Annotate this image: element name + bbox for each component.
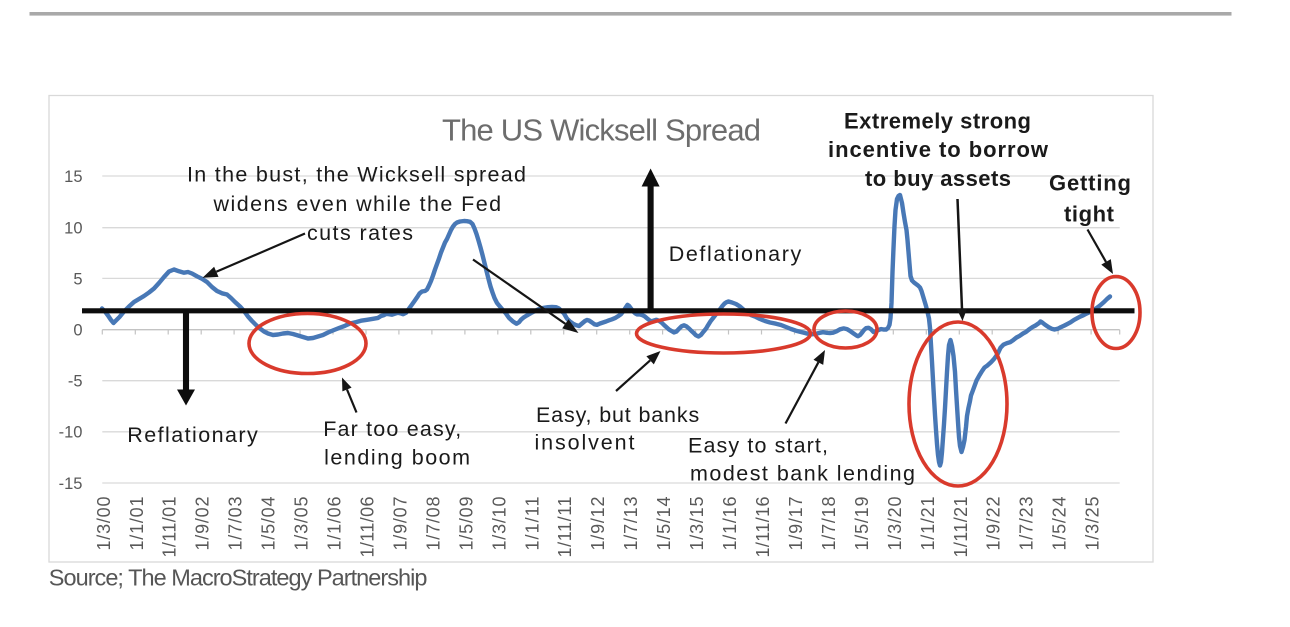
svg-text:1/1/21: 1/1/21: [918, 497, 938, 551]
svg-text:1/5/14: 1/5/14: [654, 497, 674, 551]
svg-text:1/7/23: 1/7/23: [1017, 497, 1037, 551]
svg-text:Easy to start,: Easy to start,: [688, 434, 828, 458]
svg-text:Easy, but banks: Easy, but banks: [536, 403, 699, 427]
svg-text:1/7/18: 1/7/18: [819, 497, 839, 551]
svg-text:In the bust, the Wicksell spre: In the bust, the Wicksell spread: [187, 163, 526, 187]
svg-text:15: 15: [64, 168, 82, 186]
svg-text:1/1/06: 1/1/06: [325, 497, 345, 551]
svg-text:Reflationary: Reflationary: [127, 423, 258, 447]
svg-text:1/9/22: 1/9/22: [984, 497, 1004, 551]
svg-text:1/3/20: 1/3/20: [885, 497, 905, 551]
svg-text:widens even while the Fed: widens even while the Fed: [213, 192, 502, 216]
svg-text:1/9/02: 1/9/02: [193, 497, 213, 551]
svg-text:cuts rates: cuts rates: [307, 221, 413, 245]
svg-text:1/11/11: 1/11/11: [555, 497, 575, 558]
svg-text:1/5/24: 1/5/24: [1050, 497, 1070, 551]
svg-text:1/3/10: 1/3/10: [489, 497, 509, 551]
svg-text:tight: tight: [1064, 202, 1115, 227]
svg-text:1/5/09: 1/5/09: [456, 497, 476, 551]
svg-text:1/9/12: 1/9/12: [588, 497, 608, 551]
svg-text:1/7/03: 1/7/03: [226, 497, 246, 551]
svg-text:Far too easy,: Far too easy,: [323, 417, 461, 441]
svg-text:1/11/06: 1/11/06: [358, 497, 378, 558]
svg-text:Deflationary: Deflationary: [669, 242, 802, 266]
svg-text:1/5/19: 1/5/19: [852, 497, 872, 551]
svg-text:1/1/01: 1/1/01: [127, 497, 147, 551]
svg-text:1/11/21: 1/11/21: [951, 497, 971, 558]
svg-text:1/11/01: 1/11/01: [160, 497, 180, 558]
svg-text:5: 5: [73, 270, 82, 288]
svg-text:1/3/05: 1/3/05: [292, 497, 312, 551]
svg-text:The US Wicksell Spread: The US Wicksell Spread: [442, 113, 761, 148]
svg-text:1/7/08: 1/7/08: [423, 497, 443, 551]
svg-text:1/3/15: 1/3/15: [687, 497, 707, 551]
svg-text:-10: -10: [59, 424, 83, 442]
svg-text:to buy assets: to buy assets: [865, 166, 1011, 191]
svg-text:1/11/16: 1/11/16: [753, 497, 773, 558]
svg-text:1/3/00: 1/3/00: [94, 497, 114, 551]
svg-text:1/9/17: 1/9/17: [786, 497, 806, 551]
svg-text:0: 0: [73, 321, 82, 339]
svg-text:Getting: Getting: [1049, 171, 1131, 196]
svg-text:10: 10: [64, 220, 82, 238]
svg-text:1/7/13: 1/7/13: [621, 497, 641, 551]
svg-text:1/1/16: 1/1/16: [720, 497, 740, 551]
svg-text:lending boom: lending boom: [324, 446, 470, 470]
svg-text:1/9/07: 1/9/07: [390, 497, 410, 551]
svg-text:1/5/04: 1/5/04: [259, 497, 279, 551]
svg-text:Extremely strong: Extremely strong: [844, 109, 1031, 134]
svg-text:insolvent: insolvent: [535, 431, 635, 455]
svg-text:incentive to borrow: incentive to borrow: [828, 137, 1049, 162]
svg-text:-15: -15: [59, 475, 83, 493]
svg-text:Source; The MacroStrategy Part: Source; The MacroStrategy Partnership: [49, 565, 428, 591]
svg-text:1/1/11: 1/1/11: [522, 497, 542, 551]
svg-text:-5: -5: [68, 373, 83, 391]
svg-text:1/3/25: 1/3/25: [1083, 497, 1103, 551]
